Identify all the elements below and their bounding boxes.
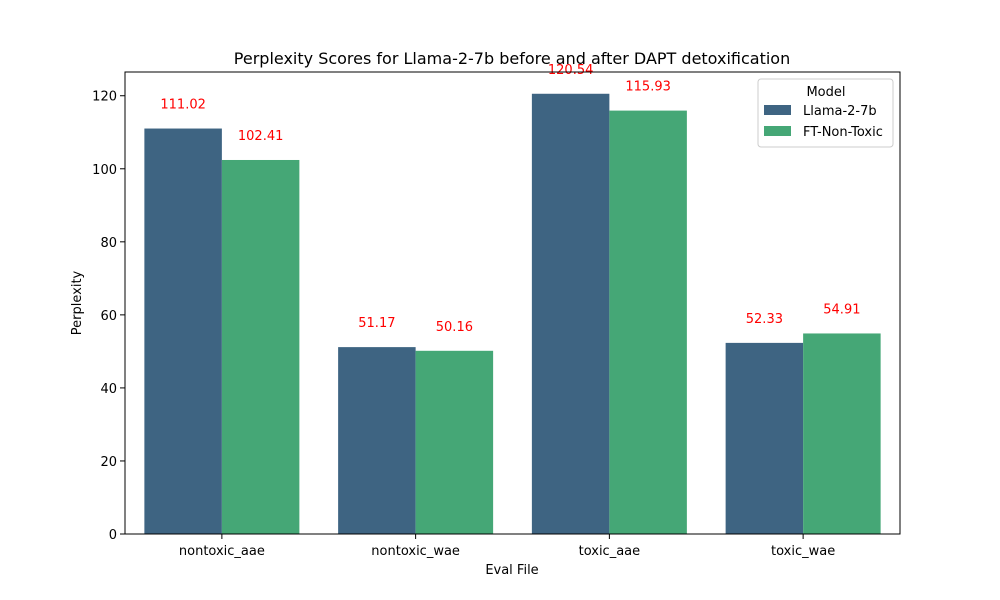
data-label: 51.17 [358,316,395,331]
legend-title: Model [806,85,845,100]
y-tick-label: 60 [100,309,117,324]
x-tick-label: toxic_wae [771,544,835,559]
data-label: 50.16 [436,320,473,335]
legend: Model Llama-2-7b FT-Non-Toxic [757,78,894,148]
legend-swatch-llama-2-7b [764,105,791,115]
legend-swatch-ft-non-toxic [764,126,791,136]
data-label: 120.54 [548,63,594,78]
data-label: 115.93 [625,80,671,95]
bars-group [144,93,881,534]
x-axis: nontoxic_aae nontoxic_wae toxic_aae toxic_w… [179,534,835,559]
y-tick-label: 40 [100,382,117,397]
y-tick-label: 80 [100,236,117,251]
y-tick-label: 20 [100,455,117,470]
legend-box [757,78,894,148]
bar-nontoxic_aae-llama-2-7b [144,128,222,534]
bar-nontoxic_aae-ft-non-toxic [221,159,300,534]
y-tick-label: 0 [109,528,117,543]
y-axis: 0 20 40 60 80 100 120 [92,90,125,543]
data-labels-group: 111.02 102.41 51.17 50.16 120.54 115.93 52.33 5… [160,63,860,335]
plot-frame [124,71,901,535]
bar-nontoxic_wae-ft-non-toxic [415,350,494,534]
bar-toxic_aae-ft-non-toxic [609,110,687,534]
legend-label: Llama-2-7b [803,104,877,119]
x-axis-label: Eval File [485,563,538,578]
x-tick-label: nontoxic_aae [179,544,265,559]
chart-title: Perplexity Scores for Llama-2-7b before … [234,49,790,68]
x-tick-label: nontoxic_wae [371,544,460,559]
data-label: 54.91 [823,302,860,317]
bar-toxic_aae-llama-2-7b [531,93,610,534]
data-label: 52.33 [746,312,783,327]
bar-toxic_wae-ft-non-toxic [803,333,881,534]
legend-label: FT-Non-Toxic [803,125,883,140]
y-tick-label: 120 [92,90,117,105]
data-label: 111.02 [160,98,206,113]
data-label: 102.41 [238,129,284,144]
legend-entries: Llama-2-7b FT-Non-Toxic [764,104,883,140]
y-axis-label: Perplexity [70,270,85,335]
x-tick-label: toxic_aae [579,544,641,559]
bar-toxic_wae-llama-2-7b [725,342,804,534]
bar-nontoxic_wae-llama-2-7b [338,347,416,534]
y-tick-label: 100 [92,163,117,178]
